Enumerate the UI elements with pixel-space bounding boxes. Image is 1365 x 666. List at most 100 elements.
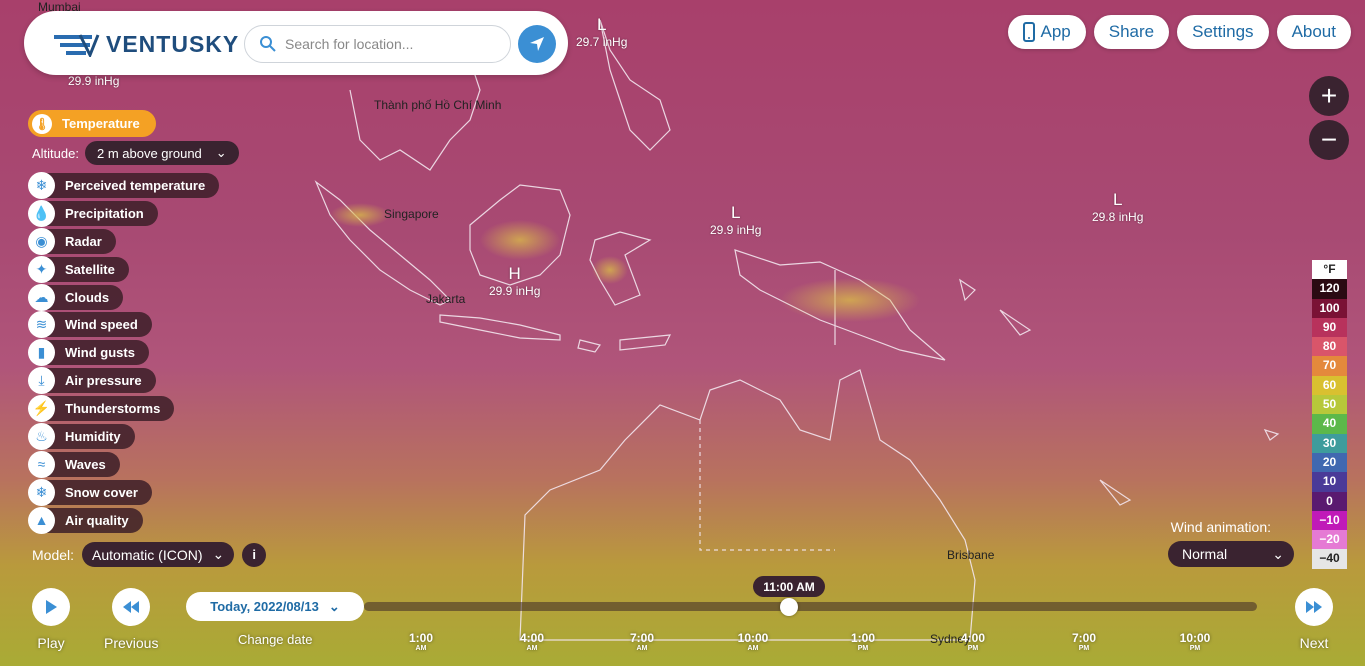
zoom-in-button[interactable]: + xyxy=(1309,76,1349,116)
snowflake-icon: ❄ xyxy=(28,478,55,506)
play-control: Play xyxy=(32,588,70,651)
wind-icon: ≋ xyxy=(28,311,55,339)
perceived-temperature-icon: ❄ xyxy=(28,172,55,199)
legend-value[interactable]: 10 xyxy=(1312,472,1347,492)
layer-clouds[interactable]: ☁ Clouds xyxy=(28,283,219,311)
play-icon xyxy=(46,600,57,614)
chevron-down-icon: ⌄ xyxy=(328,598,340,614)
city-label-hcmc: Thành phố Hồ Chí Minh xyxy=(374,98,502,112)
timeline-tick[interactable]: 10:00 AM xyxy=(737,631,769,652)
layer-thunderstorms[interactable]: ⚡ Thunderstorms xyxy=(28,395,219,423)
play-label: Play xyxy=(37,635,65,651)
legend-unit[interactable]: °F xyxy=(1312,260,1347,280)
legend-value[interactable]: −10 xyxy=(1312,510,1347,531)
model-dropdown[interactable]: Automatic (ICON) ⌄ xyxy=(82,542,235,567)
factory-icon: ▲ xyxy=(28,506,55,534)
chevron-down-icon: ⌄ xyxy=(212,546,225,562)
satellite-icon: ✦ xyxy=(28,255,55,283)
ventusky-logo[interactable]: VENTUSKY xyxy=(52,31,239,58)
timeline-tick[interactable]: 1:00 AM xyxy=(408,631,434,652)
next-control: Next xyxy=(1295,588,1333,651)
timeline-tick[interactable]: 7:00 PM xyxy=(1071,631,1097,652)
timeline-tick[interactable]: 7:00 AM xyxy=(629,631,655,652)
pressure-value: 29.9 inHg xyxy=(68,74,120,88)
temperature-legend[interactable]: °F 120 100 90 80 70 60 50 40 30 20 10 0 −10 −20 −40 xyxy=(1312,260,1347,569)
model-selector: Model: Automatic (ICON) ⌄ i xyxy=(32,542,267,567)
legend-value[interactable]: 90 xyxy=(1312,317,1347,338)
timeline-track[interactable] xyxy=(364,602,1257,611)
play-button[interactable] xyxy=(32,588,70,626)
layer-temperature-active[interactable]: 🌡 Temperature xyxy=(28,110,156,137)
lightning-icon: ⚡ xyxy=(28,395,55,423)
timeline-tick[interactable]: 10:00 PM xyxy=(1179,631,1211,652)
locate-button[interactable] xyxy=(518,25,556,63)
legend-value[interactable]: 20 xyxy=(1312,452,1347,473)
wind-animation-dropdown[interactable]: Normal ⌄ xyxy=(1168,541,1294,567)
city-label-singapore: Singapore xyxy=(384,207,439,221)
altitude-selector: Altitude: 2 m above ground ⌄ xyxy=(32,141,239,165)
about-button[interactable]: About xyxy=(1276,15,1351,49)
legend-value[interactable]: 50 xyxy=(1312,395,1347,415)
layer-wind-gusts[interactable]: ▮ Wind gusts xyxy=(28,339,219,367)
settings-button[interactable]: Settings xyxy=(1177,15,1269,49)
fast-forward-icon xyxy=(1306,601,1322,613)
thermometer-icon: 🌡 xyxy=(32,113,52,134)
app-button[interactable]: App xyxy=(1007,15,1086,49)
legend-value[interactable]: 40 xyxy=(1312,414,1347,434)
city-label-jakarta: Jakarta xyxy=(426,292,466,306)
legend-value[interactable]: −20 xyxy=(1312,530,1347,550)
chevron-down-icon: ⌄ xyxy=(215,145,227,160)
timeline-tick[interactable]: 4:00 AM xyxy=(519,631,545,652)
humidity-icon: ♨ xyxy=(28,423,55,451)
chevron-down-icon: ⌄ xyxy=(1272,545,1284,562)
previous-label: Previous xyxy=(104,635,159,651)
legend-value[interactable]: 0 xyxy=(1312,491,1347,511)
layer-air-quality[interactable]: ▲ Air quality xyxy=(28,506,219,534)
header-bar: VENTUSKY xyxy=(24,11,568,75)
search-icon xyxy=(260,36,276,52)
search-box[interactable] xyxy=(244,25,511,63)
city-label-brisbane: Brisbane xyxy=(947,548,995,562)
altitude-dropdown[interactable]: 2 m above ground ⌄ xyxy=(84,141,239,165)
legend-value[interactable]: 80 xyxy=(1312,337,1347,357)
layer-humidity[interactable]: ♨ Humidity xyxy=(28,423,219,451)
layer-waves[interactable]: ≈ Waves xyxy=(28,450,219,478)
timeline-tick[interactable]: 4:00 PM xyxy=(960,631,986,652)
date-picker-button[interactable]: Today, 2022/08/13 ⌄ xyxy=(186,592,364,621)
share-button[interactable]: Share xyxy=(1093,15,1170,49)
pressure-icon: ⤓ xyxy=(28,367,55,395)
change-date-label: Change date xyxy=(238,632,313,647)
layer-precipitation[interactable]: 💧 Precipitation xyxy=(28,199,219,227)
raindrop-icon: 💧 xyxy=(28,199,55,227)
legend-value[interactable]: 30 xyxy=(1312,433,1347,453)
logo-icon xyxy=(54,33,100,57)
phone-icon xyxy=(1022,22,1035,42)
previous-control: Previous xyxy=(104,588,158,651)
cloud-icon: ☁ xyxy=(28,283,55,311)
layer-snow-cover[interactable]: ❄ Snow cover xyxy=(28,478,219,506)
waves-icon: ≈ xyxy=(28,450,55,478)
legend-value[interactable]: 100 xyxy=(1312,298,1347,318)
next-button[interactable] xyxy=(1295,588,1333,626)
search-input[interactable] xyxy=(285,36,495,52)
legend-value[interactable]: 60 xyxy=(1312,375,1347,396)
layer-air-pressure[interactable]: ⤓ Air pressure xyxy=(28,367,219,395)
layer-perceived-temperature[interactable]: ❄ Perceived temperature xyxy=(28,172,220,199)
zoom-out-button[interactable]: − xyxy=(1309,120,1349,160)
previous-button[interactable] xyxy=(112,588,151,626)
legend-value[interactable]: −40 xyxy=(1312,549,1347,569)
layer-wind-speed[interactable]: ≋ Wind speed xyxy=(28,311,219,339)
timeline-slider-handle[interactable] xyxy=(780,598,798,616)
radar-icon: ◉ xyxy=(28,227,55,255)
pressure-low: L 29.9 inHg xyxy=(710,203,762,237)
next-label: Next xyxy=(1299,635,1329,651)
layer-satellite[interactable]: ✦ Satellite xyxy=(28,255,219,283)
layer-radar[interactable]: ◉ Radar xyxy=(28,227,219,255)
info-button[interactable]: i xyxy=(242,542,267,567)
city-label-mumbai: Mumbai xyxy=(38,0,81,14)
legend-value[interactable]: 120 xyxy=(1312,279,1347,299)
timeline-tick[interactable]: 1:00 PM xyxy=(850,631,876,652)
navigation-arrow-icon xyxy=(530,37,544,51)
legend-value[interactable]: 70 xyxy=(1312,356,1347,376)
